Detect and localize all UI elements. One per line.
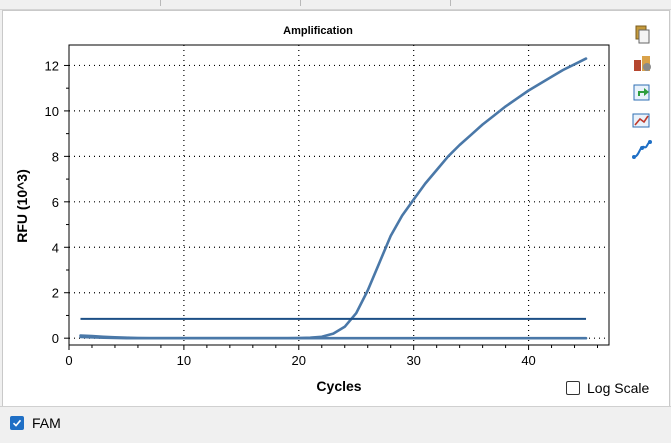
top-strip-divider (450, 0, 451, 6)
x-tick-label-2: 20 (292, 353, 306, 368)
amplification-curve-2 (79, 335, 588, 340)
y-tick-label-1: 2 (52, 286, 59, 301)
legend-bar (0, 406, 671, 443)
y-tick-label-4: 8 (52, 149, 59, 164)
fam-label: FAM (32, 415, 61, 431)
amplification-panel: Amplification 0 10 20 30 40 0 2 4 6 8 10 12 Cycles … (2, 10, 670, 407)
x-tick-label-3: 30 (406, 353, 420, 368)
check-icon (12, 419, 22, 427)
y-axis-label: RFU (10^3) (14, 169, 30, 243)
top-strip (0, 0, 671, 10)
series-group (79, 57, 588, 340)
plot-area (68, 44, 610, 346)
y-tick-label-5: 10 (45, 104, 59, 119)
curve-icon[interactable] (631, 139, 653, 161)
chart-title: Amplification (283, 25, 353, 37)
x-tick-label-1: 10 (177, 353, 191, 368)
top-strip-divider (300, 0, 301, 6)
log-scale-checkbox[interactable] (566, 381, 580, 395)
properties-icon[interactable] (631, 52, 653, 74)
x-tick-label-4: 40 (521, 353, 535, 368)
copy-icon[interactable] (631, 23, 653, 45)
fam-checkbox[interactable] (10, 416, 24, 430)
y-tick-label-6: 12 (45, 58, 59, 73)
axis-ticks: 0 10 20 30 40 0 2 4 6 8 10 12 (45, 58, 599, 368)
y-tick-label-2: 4 (52, 240, 59, 255)
x-tick-label-0: 0 (65, 353, 72, 368)
y-tick-label-3: 6 (52, 195, 59, 210)
chart-toolbar (631, 23, 657, 168)
export-icon[interactable] (631, 81, 653, 103)
fam-toggle[interactable]: FAM (10, 415, 61, 431)
zoom-icon[interactable] (631, 110, 653, 132)
grid (69, 45, 609, 345)
x-axis-label: Cycles (316, 378, 361, 394)
log-scale-label: Log Scale (587, 380, 650, 396)
top-strip-divider (160, 0, 161, 6)
y-tick-label-0: 0 (52, 331, 59, 346)
log-scale-toggle[interactable]: Log Scale (566, 380, 649, 396)
